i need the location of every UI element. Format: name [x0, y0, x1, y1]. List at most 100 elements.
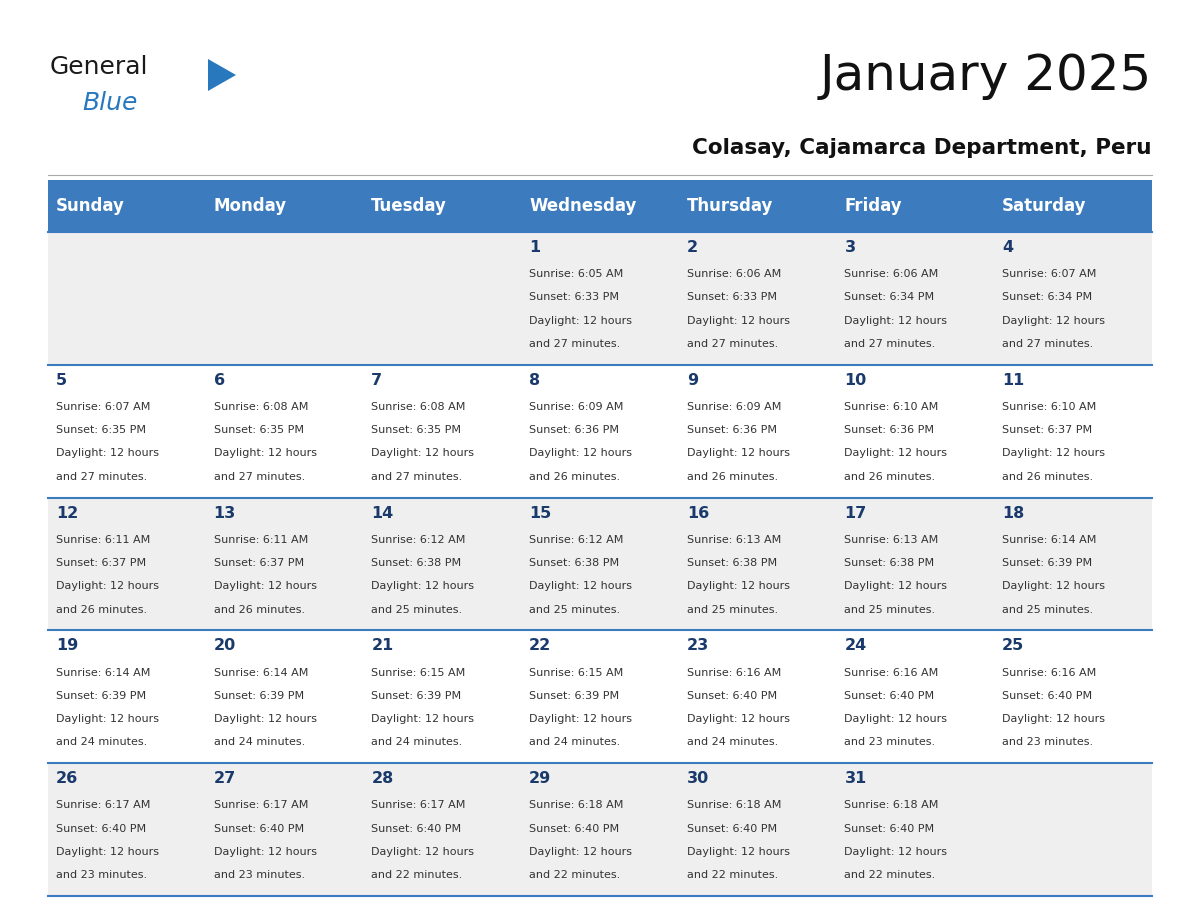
Text: Daylight: 12 hours: Daylight: 12 hours	[529, 714, 632, 724]
Text: and 23 minutes.: and 23 minutes.	[214, 870, 305, 880]
Text: Sunset: 6:36 PM: Sunset: 6:36 PM	[845, 425, 935, 435]
Text: and 27 minutes.: and 27 minutes.	[372, 472, 462, 482]
Text: 16: 16	[687, 506, 709, 521]
Text: 18: 18	[1003, 506, 1024, 521]
Text: Sunrise: 6:18 AM: Sunrise: 6:18 AM	[845, 800, 939, 811]
Text: Sunset: 6:40 PM: Sunset: 6:40 PM	[529, 823, 619, 834]
Text: Daylight: 12 hours: Daylight: 12 hours	[845, 581, 948, 591]
Text: Sunset: 6:36 PM: Sunset: 6:36 PM	[687, 425, 777, 435]
Text: Sunset: 6:39 PM: Sunset: 6:39 PM	[372, 691, 461, 700]
Text: Tuesday: Tuesday	[372, 197, 447, 215]
Text: Daylight: 12 hours: Daylight: 12 hours	[56, 449, 159, 458]
Text: Blue: Blue	[82, 91, 138, 115]
Text: Colasay, Cajamarca Department, Peru: Colasay, Cajamarca Department, Peru	[693, 138, 1152, 158]
Text: and 22 minutes.: and 22 minutes.	[529, 870, 620, 880]
Text: Sunset: 6:38 PM: Sunset: 6:38 PM	[372, 558, 461, 568]
Text: Daylight: 12 hours: Daylight: 12 hours	[214, 847, 316, 856]
Text: and 26 minutes.: and 26 minutes.	[214, 605, 305, 614]
Text: 21: 21	[372, 638, 393, 654]
Text: and 26 minutes.: and 26 minutes.	[529, 472, 620, 482]
Text: January 2025: January 2025	[820, 52, 1152, 100]
Text: Daylight: 12 hours: Daylight: 12 hours	[214, 449, 316, 458]
Text: and 24 minutes.: and 24 minutes.	[372, 737, 462, 747]
Text: Sunset: 6:37 PM: Sunset: 6:37 PM	[214, 558, 304, 568]
Text: 20: 20	[214, 638, 236, 654]
Text: Sunrise: 6:16 AM: Sunrise: 6:16 AM	[1003, 667, 1097, 677]
Text: Sunrise: 6:13 AM: Sunrise: 6:13 AM	[687, 535, 781, 544]
Text: and 25 minutes.: and 25 minutes.	[845, 605, 936, 614]
Text: 30: 30	[687, 771, 709, 786]
Text: and 24 minutes.: and 24 minutes.	[56, 737, 147, 747]
Text: Sunrise: 6:10 AM: Sunrise: 6:10 AM	[845, 402, 939, 412]
Text: 7: 7	[372, 373, 383, 387]
Text: Daylight: 12 hours: Daylight: 12 hours	[372, 581, 474, 591]
Text: Sunset: 6:40 PM: Sunset: 6:40 PM	[845, 691, 935, 700]
Text: 28: 28	[372, 771, 393, 786]
Text: 31: 31	[845, 771, 867, 786]
Text: and 25 minutes.: and 25 minutes.	[1003, 605, 1093, 614]
Text: Sunrise: 6:07 AM: Sunrise: 6:07 AM	[1003, 269, 1097, 279]
Text: 24: 24	[845, 638, 867, 654]
Text: 23: 23	[687, 638, 709, 654]
Text: Sunset: 6:39 PM: Sunset: 6:39 PM	[56, 691, 146, 700]
Text: Sunset: 6:40 PM: Sunset: 6:40 PM	[372, 823, 461, 834]
Text: and 25 minutes.: and 25 minutes.	[529, 605, 620, 614]
Text: Daylight: 12 hours: Daylight: 12 hours	[1003, 581, 1105, 591]
Text: Daylight: 12 hours: Daylight: 12 hours	[529, 847, 632, 856]
Text: Sunrise: 6:09 AM: Sunrise: 6:09 AM	[687, 402, 782, 412]
Text: Sunrise: 6:15 AM: Sunrise: 6:15 AM	[529, 667, 624, 677]
Text: Sunrise: 6:14 AM: Sunrise: 6:14 AM	[1003, 535, 1097, 544]
Text: 15: 15	[529, 506, 551, 521]
Text: and 27 minutes.: and 27 minutes.	[56, 472, 147, 482]
Text: Sunrise: 6:12 AM: Sunrise: 6:12 AM	[529, 535, 624, 544]
Text: Sunset: 6:36 PM: Sunset: 6:36 PM	[529, 425, 619, 435]
Text: Daylight: 12 hours: Daylight: 12 hours	[1003, 449, 1105, 458]
Text: and 23 minutes.: and 23 minutes.	[56, 870, 147, 880]
Text: 2: 2	[687, 240, 697, 255]
Text: Sunrise: 6:05 AM: Sunrise: 6:05 AM	[529, 269, 624, 279]
Text: 1: 1	[529, 240, 541, 255]
Text: 25: 25	[1003, 638, 1024, 654]
Text: and 22 minutes.: and 22 minutes.	[687, 870, 778, 880]
Text: Sunrise: 6:08 AM: Sunrise: 6:08 AM	[372, 402, 466, 412]
Text: Daylight: 12 hours: Daylight: 12 hours	[214, 581, 316, 591]
Text: Daylight: 12 hours: Daylight: 12 hours	[214, 714, 316, 724]
Text: Sunrise: 6:11 AM: Sunrise: 6:11 AM	[56, 535, 150, 544]
Text: Sunset: 6:37 PM: Sunset: 6:37 PM	[56, 558, 146, 568]
Text: Sunset: 6:38 PM: Sunset: 6:38 PM	[529, 558, 619, 568]
Text: General: General	[50, 55, 148, 79]
Text: and 25 minutes.: and 25 minutes.	[372, 605, 462, 614]
Text: Sunset: 6:34 PM: Sunset: 6:34 PM	[845, 293, 935, 302]
Text: 10: 10	[845, 373, 867, 387]
Text: 17: 17	[845, 506, 867, 521]
Text: 22: 22	[529, 638, 551, 654]
Text: Sunrise: 6:15 AM: Sunrise: 6:15 AM	[372, 667, 466, 677]
Bar	[48, 763, 1152, 896]
Text: Sunset: 6:38 PM: Sunset: 6:38 PM	[687, 558, 777, 568]
Text: Daylight: 12 hours: Daylight: 12 hours	[845, 714, 948, 724]
Text: 4: 4	[1003, 240, 1013, 255]
Text: Sunrise: 6:17 AM: Sunrise: 6:17 AM	[372, 800, 466, 811]
Text: and 25 minutes.: and 25 minutes.	[687, 605, 778, 614]
Text: Sunset: 6:40 PM: Sunset: 6:40 PM	[1003, 691, 1092, 700]
Text: and 27 minutes.: and 27 minutes.	[845, 339, 936, 349]
Text: and 24 minutes.: and 24 minutes.	[529, 737, 620, 747]
Text: Sunrise: 6:18 AM: Sunrise: 6:18 AM	[529, 800, 624, 811]
Text: Saturday: Saturday	[1003, 197, 1087, 215]
Text: Daylight: 12 hours: Daylight: 12 hours	[687, 847, 790, 856]
Text: Thursday: Thursday	[687, 197, 773, 215]
Text: Daylight: 12 hours: Daylight: 12 hours	[372, 449, 474, 458]
Text: Sunrise: 6:14 AM: Sunrise: 6:14 AM	[214, 667, 308, 677]
Text: Sunrise: 6:16 AM: Sunrise: 6:16 AM	[687, 667, 781, 677]
Bar	[48, 232, 1152, 364]
Text: Daylight: 12 hours: Daylight: 12 hours	[687, 581, 790, 591]
Text: Sunset: 6:40 PM: Sunset: 6:40 PM	[687, 823, 777, 834]
Text: and 23 minutes.: and 23 minutes.	[845, 737, 936, 747]
Text: Sunrise: 6:08 AM: Sunrise: 6:08 AM	[214, 402, 308, 412]
Text: Daylight: 12 hours: Daylight: 12 hours	[56, 714, 159, 724]
Text: Daylight: 12 hours: Daylight: 12 hours	[56, 581, 159, 591]
Text: Sunrise: 6:06 AM: Sunrise: 6:06 AM	[845, 269, 939, 279]
Text: Sunset: 6:40 PM: Sunset: 6:40 PM	[687, 691, 777, 700]
Text: Monday: Monday	[214, 197, 286, 215]
Text: and 27 minutes.: and 27 minutes.	[1003, 339, 1093, 349]
